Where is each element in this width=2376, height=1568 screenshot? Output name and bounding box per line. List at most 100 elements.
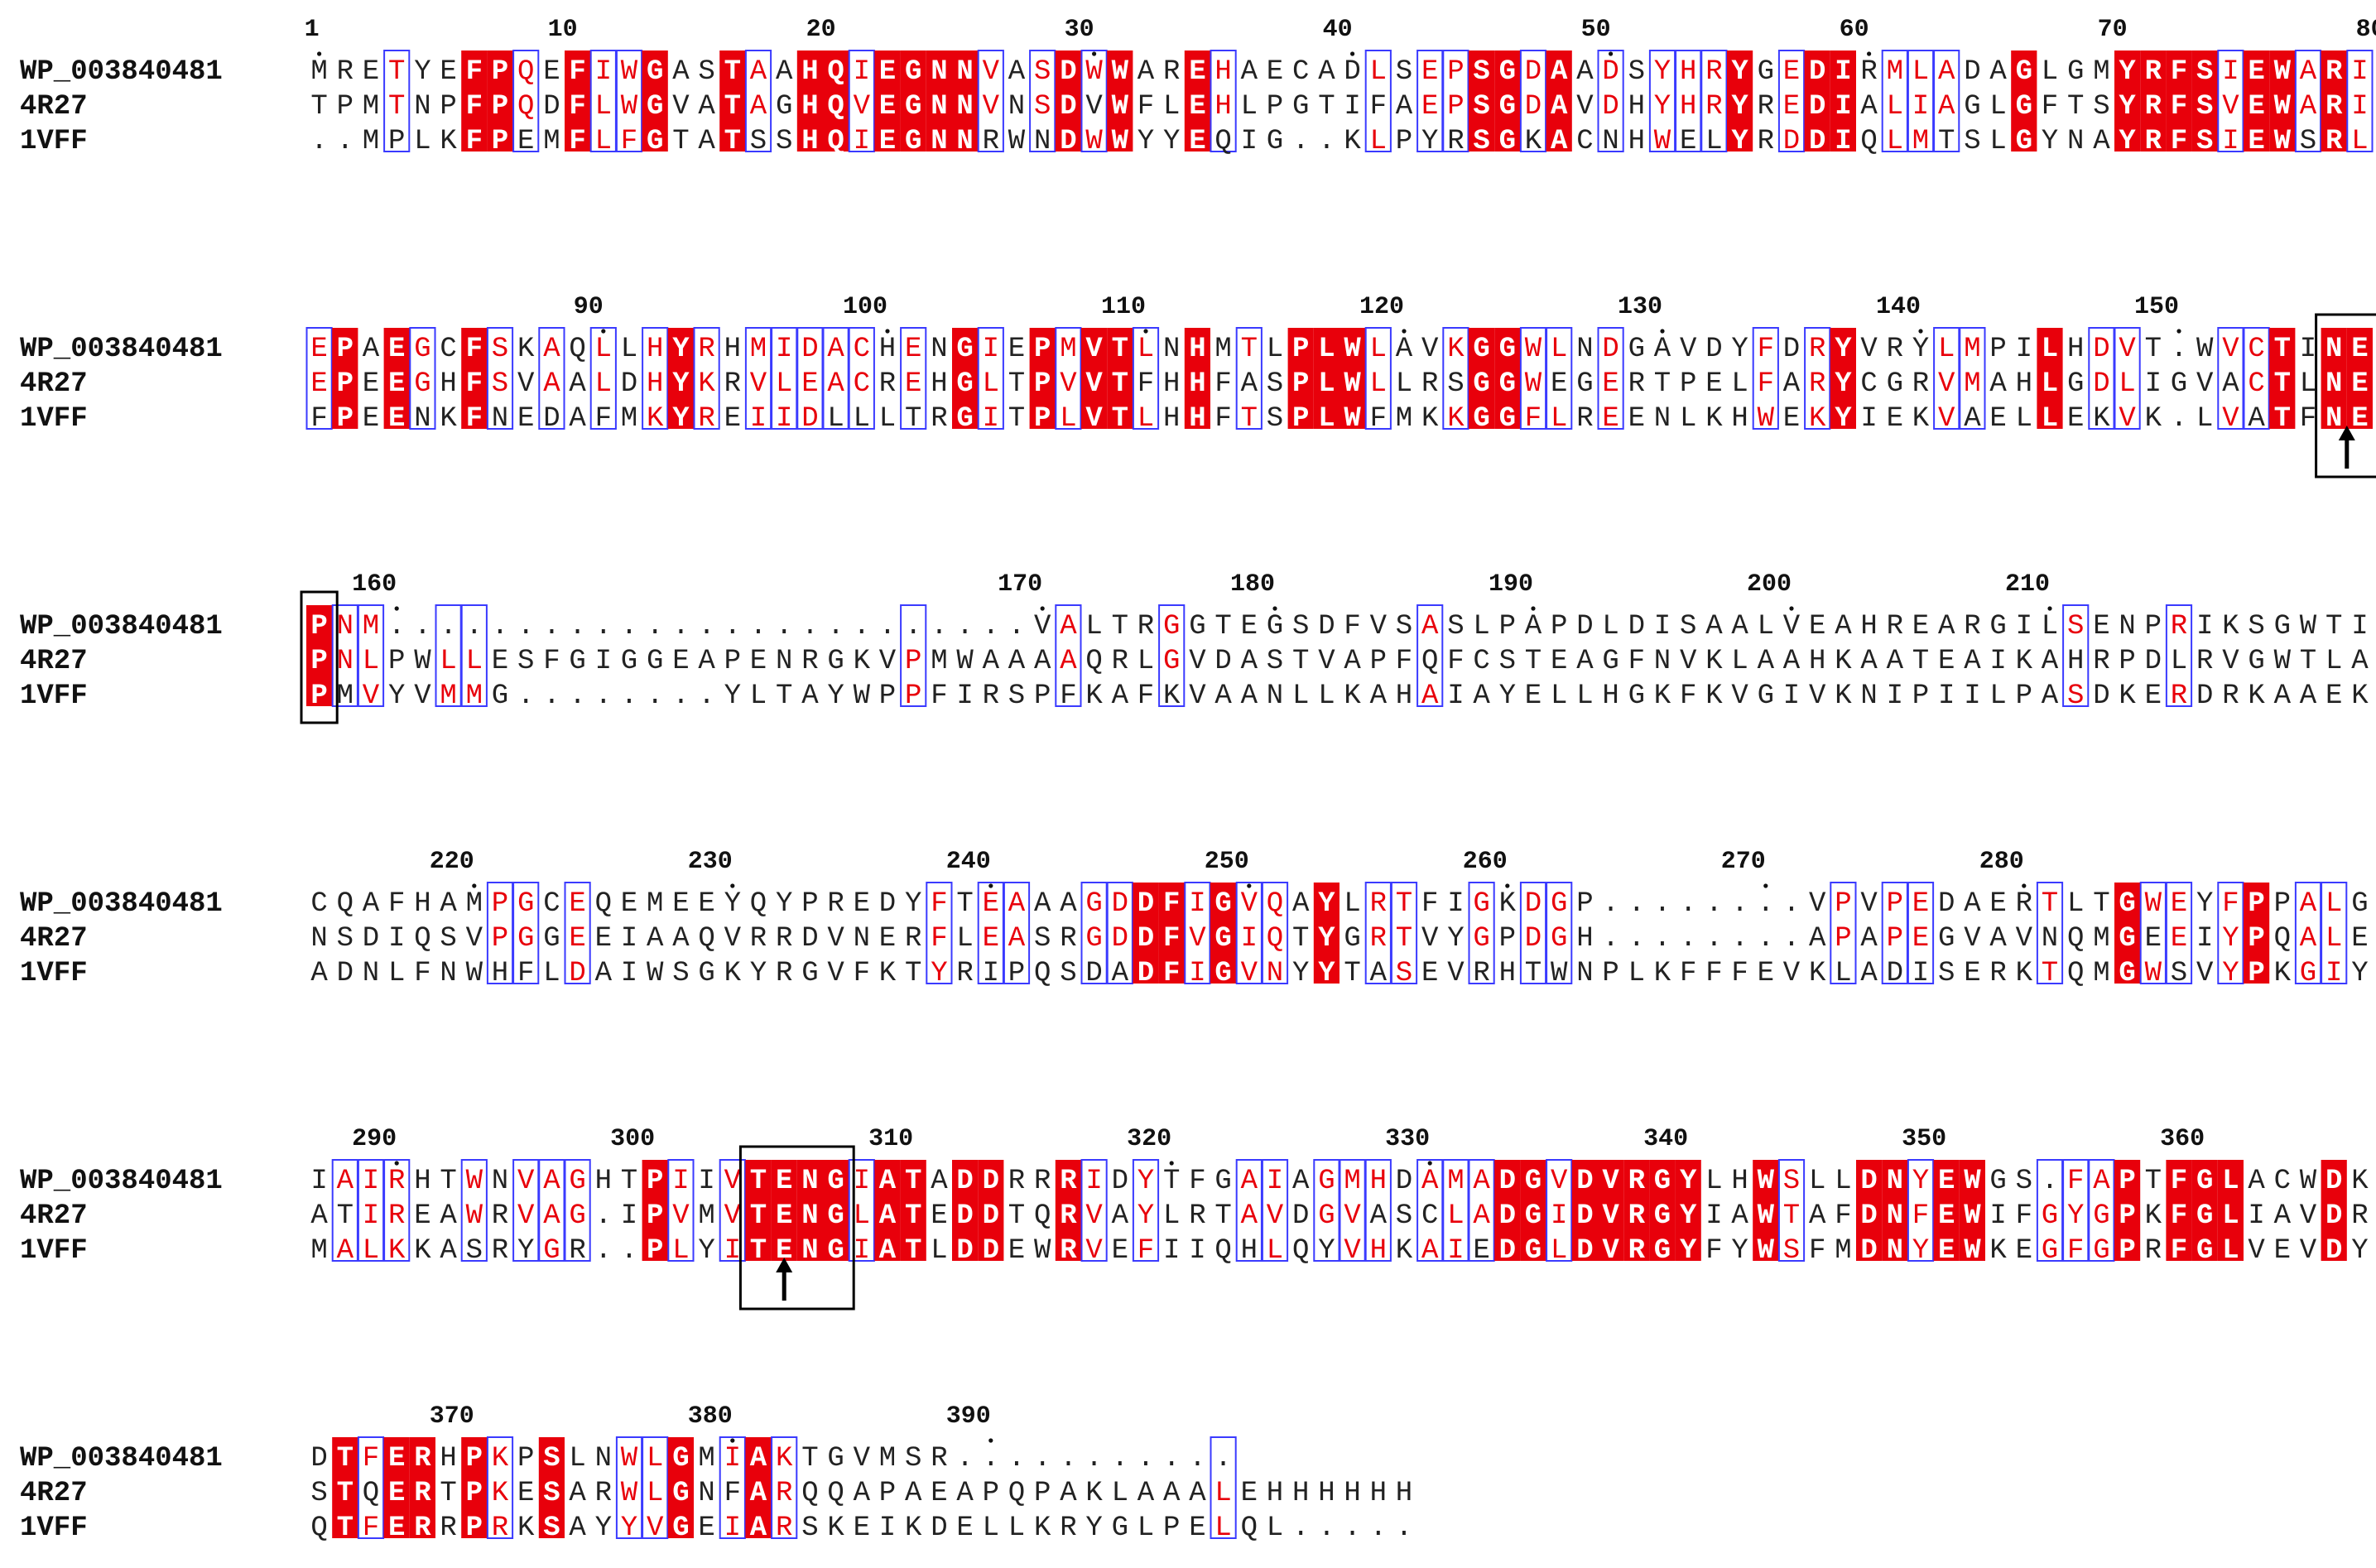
residue: W bbox=[1034, 1235, 1051, 1267]
residue: A bbox=[956, 1478, 974, 1509]
residue: V bbox=[2016, 923, 2033, 955]
residue: I bbox=[2325, 958, 2342, 989]
residue: . bbox=[750, 611, 767, 642]
residue: G bbox=[1499, 334, 1516, 365]
similar-column-box bbox=[1777, 1159, 1806, 1262]
residue: G bbox=[1473, 334, 1489, 365]
residue: E bbox=[879, 56, 896, 88]
similar-column-box bbox=[1390, 882, 1418, 984]
identical-column-shade bbox=[926, 51, 952, 152]
residue: N bbox=[492, 1166, 508, 1197]
residue: C bbox=[854, 368, 870, 400]
residue: H bbox=[1396, 1478, 1412, 1509]
residue: R bbox=[801, 646, 818, 677]
residue: H bbox=[1189, 334, 1205, 365]
residue: P bbox=[2248, 923, 2264, 955]
residue: N bbox=[363, 958, 379, 989]
ruler-tick bbox=[1040, 606, 1045, 611]
residue: G bbox=[956, 368, 973, 400]
residue: . bbox=[517, 611, 534, 642]
residue: Q bbox=[1267, 923, 1283, 955]
similar-column-box bbox=[615, 50, 643, 152]
residue: I bbox=[1835, 126, 1851, 157]
residue: D bbox=[1809, 126, 1825, 157]
residue: T bbox=[2145, 1166, 2162, 1197]
residue: A bbox=[750, 56, 767, 88]
residue: A bbox=[1370, 958, 1388, 989]
residue: L bbox=[1731, 368, 1748, 400]
residue: Q bbox=[1214, 126, 1231, 157]
residue: . bbox=[310, 126, 327, 157]
ruler-tick bbox=[1350, 51, 1355, 56]
residue: E bbox=[388, 368, 405, 400]
residue: Y bbox=[1421, 126, 1438, 157]
residue: F bbox=[466, 56, 483, 88]
residue: N bbox=[956, 126, 973, 157]
residue: S bbox=[2196, 126, 2213, 157]
residue: Y bbox=[931, 958, 947, 989]
residue: A bbox=[1163, 1478, 1181, 1509]
residue: M bbox=[1912, 126, 1929, 157]
residue: E bbox=[2171, 923, 2187, 955]
residue: I bbox=[2196, 923, 2213, 955]
residue: Q bbox=[827, 1478, 844, 1509]
residue: A bbox=[1008, 888, 1026, 920]
residue: I bbox=[2351, 611, 2368, 642]
residue: V bbox=[2196, 368, 2214, 400]
residue: T bbox=[1008, 1200, 1025, 1232]
residue: P bbox=[2248, 958, 2264, 989]
residue: M bbox=[931, 646, 947, 677]
residue: K bbox=[1912, 403, 1930, 435]
residue: Q bbox=[1267, 888, 1283, 920]
residue: M bbox=[698, 1200, 714, 1232]
residue: D bbox=[1576, 1200, 1593, 1232]
residue: P bbox=[310, 611, 327, 642]
residue: V bbox=[672, 91, 690, 123]
residue: A bbox=[2093, 126, 2110, 157]
similar-column-box bbox=[977, 50, 1004, 152]
residue: V bbox=[1085, 403, 1103, 435]
residue: S bbox=[2196, 91, 2213, 123]
residue: S bbox=[750, 126, 767, 157]
residue: D bbox=[983, 1166, 999, 1197]
similar-column-box bbox=[2165, 882, 2193, 984]
residue: A bbox=[1112, 958, 1129, 989]
residue: V bbox=[983, 91, 1000, 123]
residue: D bbox=[1499, 1166, 1516, 1197]
residue: S bbox=[1783, 1235, 1800, 1267]
residue: P bbox=[2248, 888, 2264, 920]
residue: W bbox=[1654, 126, 1671, 157]
residue: . bbox=[983, 611, 999, 642]
residue: G bbox=[956, 334, 973, 365]
similar-column-box bbox=[383, 1159, 411, 1262]
similar-column-box bbox=[1597, 50, 1624, 152]
residue: T bbox=[2274, 403, 2291, 435]
residue: A bbox=[1060, 611, 1077, 642]
residue: G bbox=[956, 403, 973, 435]
residue: G bbox=[569, 1200, 585, 1232]
residue: I bbox=[724, 1443, 741, 1474]
ruler-tick bbox=[394, 1161, 399, 1166]
residue: V bbox=[1085, 1235, 1103, 1267]
identical-column-shade bbox=[1571, 1160, 1598, 1261]
residue: L bbox=[621, 334, 637, 365]
similar-column-box bbox=[512, 50, 540, 152]
residue: S bbox=[1680, 611, 1696, 642]
residue: G bbox=[1525, 1166, 1542, 1197]
residue: R bbox=[1421, 368, 1438, 400]
highlight-frame bbox=[2315, 313, 2376, 479]
ruler-number: 1 bbox=[305, 16, 320, 44]
residue: L bbox=[931, 1235, 947, 1267]
residue: W bbox=[2274, 56, 2292, 88]
residue: L bbox=[879, 403, 896, 435]
similar-column-box bbox=[1364, 882, 1392, 984]
residue: F bbox=[1525, 403, 1542, 435]
identical-column-shade bbox=[2217, 1160, 2244, 1261]
residue: W bbox=[1551, 958, 1568, 989]
residue: R bbox=[2171, 681, 2187, 712]
identical-column-shade bbox=[1313, 883, 1340, 984]
residue: K bbox=[492, 1478, 509, 1509]
residue: M bbox=[621, 403, 637, 435]
similar-column-box bbox=[1907, 1159, 1935, 1262]
similar-column-box bbox=[1132, 1159, 1160, 1262]
